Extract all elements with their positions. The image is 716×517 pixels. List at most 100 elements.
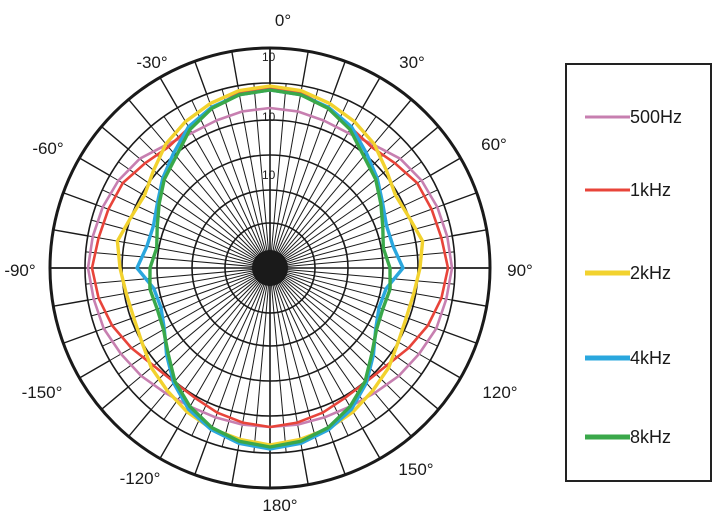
angle-label: 120° — [482, 383, 517, 402]
angle-label: 90° — [507, 261, 533, 280]
grid-tick — [101, 386, 129, 410]
grid-spoke — [277, 204, 445, 266]
grid-spoke — [95, 270, 263, 332]
legend-label-4kHz: 4kHz — [630, 348, 671, 368]
angle-label: -120° — [120, 469, 161, 488]
angle-label: 60° — [481, 135, 507, 154]
series-line-4kHz — [135, 88, 405, 451]
grid-spoke — [277, 268, 455, 285]
grid-tick — [128, 409, 152, 437]
grid-spoke — [221, 89, 269, 261]
angle-labels: 0° 30° 60° 90° 120° 150° 180° -120° -150° -90° -60… — [4, 11, 533, 515]
grid-spoke — [271, 89, 319, 261]
angle-label: -60° — [32, 139, 63, 158]
angle-label: 180° — [262, 496, 297, 515]
series-line-8kHz — [148, 88, 392, 449]
grid-spoke — [275, 148, 413, 264]
legend-label-2kHz: 2kHz — [630, 263, 671, 283]
grid-spoke — [87, 235, 263, 268]
grid-tick — [388, 99, 412, 127]
grid-spoke — [118, 272, 264, 375]
angle-label: -30° — [136, 53, 167, 72]
grid-tick — [194, 441, 208, 475]
ring-labels: 10 10 10 — [262, 50, 276, 182]
grid-tick — [361, 77, 381, 109]
grid-spoke — [277, 270, 438, 347]
grid-tick — [411, 126, 439, 150]
grid-spoke — [276, 175, 431, 265]
grid-spoke — [272, 275, 349, 436]
grid-tick — [361, 427, 381, 459]
grid-spoke — [177, 274, 267, 429]
grid-spoke — [276, 271, 431, 361]
grid-tick — [53, 299, 88, 307]
grid-spoke — [102, 270, 263, 347]
grid-spoke — [277, 270, 445, 332]
grid-tick — [53, 229, 88, 237]
grid-spoke — [277, 189, 438, 266]
angle-label: 30° — [399, 53, 425, 72]
grid-spoke — [270, 85, 303, 261]
series-line-2kHz — [115, 84, 425, 447]
grid-spoke — [87, 268, 263, 301]
ring-label: 10 — [262, 110, 276, 124]
grid-tick — [452, 229, 487, 237]
grid-spoke — [277, 219, 449, 267]
grid-spoke — [253, 275, 270, 453]
grid-spoke — [163, 274, 266, 420]
grid-spoke — [274, 125, 390, 263]
grid-spoke — [272, 275, 334, 443]
grid-spoke — [91, 269, 263, 317]
grid-tick — [443, 192, 477, 206]
grid-tick — [159, 427, 179, 459]
grid-spoke — [277, 269, 449, 317]
grid-tick — [79, 359, 111, 379]
grid-spoke — [109, 271, 264, 361]
grid-tick — [388, 409, 412, 437]
grid-spoke — [191, 275, 268, 436]
legend: 500Hz 1kHz 2kHz 4kHz 8kHz — [565, 63, 712, 482]
grid-spoke — [127, 148, 265, 264]
grid-spoke — [118, 161, 264, 264]
grid-spoke — [237, 85, 270, 261]
angle-label: 0° — [275, 11, 291, 30]
grid-spoke — [270, 275, 287, 453]
series-line-1kHz — [90, 86, 450, 429]
grid-spoke — [270, 275, 303, 451]
grid-tick — [443, 330, 477, 344]
grid-spoke — [276, 161, 422, 264]
grid-tick — [231, 51, 239, 86]
grid-tick — [63, 330, 97, 344]
grid-spoke — [150, 125, 266, 263]
grid-tick — [411, 386, 439, 410]
grid-spoke — [85, 268, 263, 285]
grid-tick — [128, 99, 152, 127]
grid-spoke — [85, 251, 263, 268]
legend-label-8kHz: 8kHz — [630, 427, 671, 447]
grid-tick — [332, 61, 346, 95]
angle-label: -150° — [22, 383, 63, 402]
grid-tick — [159, 77, 179, 109]
grid-tick — [63, 192, 97, 206]
ring-label: 10 — [262, 168, 276, 182]
grid-spoke — [277, 235, 453, 268]
grid-spoke — [274, 273, 390, 411]
grid-tick — [429, 359, 461, 379]
grid-spoke — [274, 274, 377, 420]
angle-label: 150° — [398, 460, 433, 479]
polar-grid — [48, 46, 492, 490]
grid-tick — [429, 157, 461, 177]
grid-spoke — [270, 83, 287, 261]
grid-spoke — [150, 273, 266, 411]
grid-spoke — [277, 268, 453, 301]
grid-tick — [301, 450, 309, 485]
grid-tick — [194, 61, 208, 95]
grid-spoke — [276, 272, 422, 375]
ring-label: 10 — [262, 50, 276, 64]
grid-spoke — [272, 93, 334, 261]
legend-label-1kHz: 1kHz — [630, 180, 671, 200]
grid-tick — [79, 157, 111, 177]
grid-tick — [231, 450, 239, 485]
grid-spoke — [273, 274, 363, 429]
